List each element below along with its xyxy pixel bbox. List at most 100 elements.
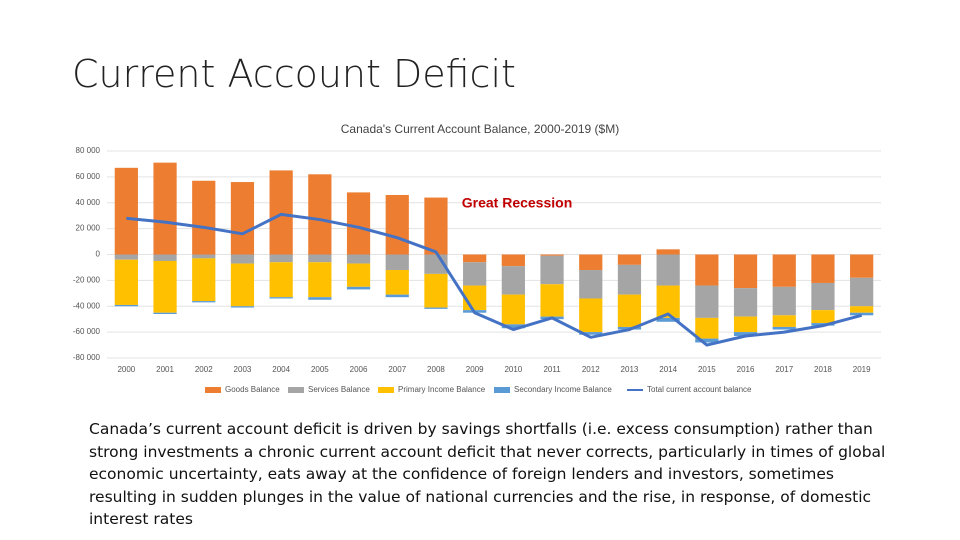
y-tick-label: -60 000 xyxy=(73,327,101,336)
bar-segment xyxy=(733,316,758,333)
bar-segment xyxy=(153,312,177,315)
bar-segment xyxy=(346,286,371,290)
x-tick-label: 2011 xyxy=(543,365,561,374)
x-tick-label: 2012 xyxy=(582,365,600,374)
bar-segment xyxy=(695,338,719,343)
bar-segment xyxy=(114,167,138,255)
bar-segment xyxy=(308,174,332,255)
bar-segment xyxy=(114,304,138,307)
y-tick-label: -20 000 xyxy=(73,275,101,284)
bar-segment xyxy=(811,310,835,324)
bar-segment xyxy=(695,317,719,339)
bar-segment xyxy=(385,254,409,271)
bar-segment xyxy=(192,180,216,255)
bar-segment xyxy=(153,260,177,313)
bar-segment xyxy=(192,301,216,303)
y-tick-label: 80 000 xyxy=(76,146,101,155)
slide-title: Current Account Deficit xyxy=(72,52,516,96)
x-tick-label: 2013 xyxy=(621,365,639,374)
legend-swatch xyxy=(288,387,304,393)
bar-segment xyxy=(772,315,796,327)
legend-swatch xyxy=(494,387,510,393)
bar-segment xyxy=(501,294,525,325)
chart-title: Canada's Current Account Balance, 2000-2… xyxy=(341,122,619,136)
bar-segment xyxy=(811,282,835,311)
x-tick-label: 2017 xyxy=(775,365,793,374)
bar-segment xyxy=(230,254,255,264)
legend-label: Primary Income Balance xyxy=(398,385,486,394)
bar-segment xyxy=(811,254,835,283)
bar-segment xyxy=(463,254,487,263)
bar-segment xyxy=(153,162,177,255)
bar-segment xyxy=(192,254,216,259)
x-tick-label: 2006 xyxy=(350,365,368,374)
bar-segment xyxy=(269,262,293,298)
y-tick-label: -40 000 xyxy=(73,301,101,310)
bar-segment xyxy=(192,258,216,302)
bar-segment xyxy=(695,254,719,286)
bar-segment xyxy=(733,332,758,337)
y-tick-label: -80 000 xyxy=(73,353,101,362)
bar-segment xyxy=(385,194,409,255)
y-tick-label: 60 000 xyxy=(76,172,101,181)
x-tick-label: 2005 xyxy=(311,365,329,374)
bar-segment xyxy=(424,273,448,308)
bar-segment xyxy=(540,254,564,256)
total-line xyxy=(126,212,863,347)
bar-segment xyxy=(501,324,525,329)
annotation: Great Recession xyxy=(462,195,573,211)
x-tick-label: 2018 xyxy=(814,365,832,374)
x-tick-label: 2016 xyxy=(737,365,755,374)
bar-segment xyxy=(346,254,371,264)
x-tick-label: 2019 xyxy=(853,365,871,374)
bar-segment xyxy=(385,270,409,295)
bar-segment xyxy=(230,182,255,255)
bar-segment xyxy=(656,254,680,286)
legend-label: Services Balance xyxy=(308,385,370,394)
legend-swatch xyxy=(205,387,221,393)
x-tick-label: 2008 xyxy=(427,365,445,374)
bar-segment xyxy=(579,332,603,335)
bar-segment xyxy=(733,288,758,317)
bar-segment xyxy=(540,284,564,317)
bar-segment xyxy=(656,285,680,318)
y-tick-label: 0 xyxy=(96,250,101,259)
bar-segment xyxy=(501,254,525,267)
bar-segment xyxy=(308,262,332,298)
x-tick-label: 2010 xyxy=(504,365,522,374)
y-tick-label: 40 000 xyxy=(76,198,101,207)
bar-segment xyxy=(733,254,758,289)
bar-segment xyxy=(656,249,680,255)
bar-segment xyxy=(230,263,255,307)
bar-segment xyxy=(269,170,293,255)
bar-segment xyxy=(501,266,525,295)
bar-segment xyxy=(463,262,487,286)
bar-segment xyxy=(579,298,603,333)
bar-segment xyxy=(230,306,255,308)
bar-segment xyxy=(385,294,409,298)
x-tick-label: 2002 xyxy=(195,365,213,374)
bar-segment xyxy=(579,270,603,299)
bar-segment xyxy=(269,254,293,263)
bar-segment xyxy=(346,192,371,255)
y-tick-label: 20 000 xyxy=(76,224,101,233)
legend-label: Total current account balance xyxy=(647,385,752,394)
x-tick-label: 2015 xyxy=(698,365,716,374)
bar-segment xyxy=(850,277,874,307)
bar-segment xyxy=(617,254,642,265)
bar-segment xyxy=(850,306,874,313)
bar-segment xyxy=(579,254,603,271)
bar-segment xyxy=(269,297,293,299)
bar-segment xyxy=(772,286,796,316)
bar-segment xyxy=(617,294,642,327)
x-tick-label: 2000 xyxy=(117,365,135,374)
chart: Canada's Current Account Balance, 2000-2… xyxy=(73,122,881,394)
bar-segment xyxy=(850,312,874,316)
x-tick-label: 2009 xyxy=(466,365,484,374)
bar-segment xyxy=(114,254,138,260)
bar-segment xyxy=(308,254,332,263)
bar-segment xyxy=(772,254,796,287)
legend-label: Goods Balance xyxy=(225,385,280,394)
bar-segment xyxy=(540,255,564,285)
